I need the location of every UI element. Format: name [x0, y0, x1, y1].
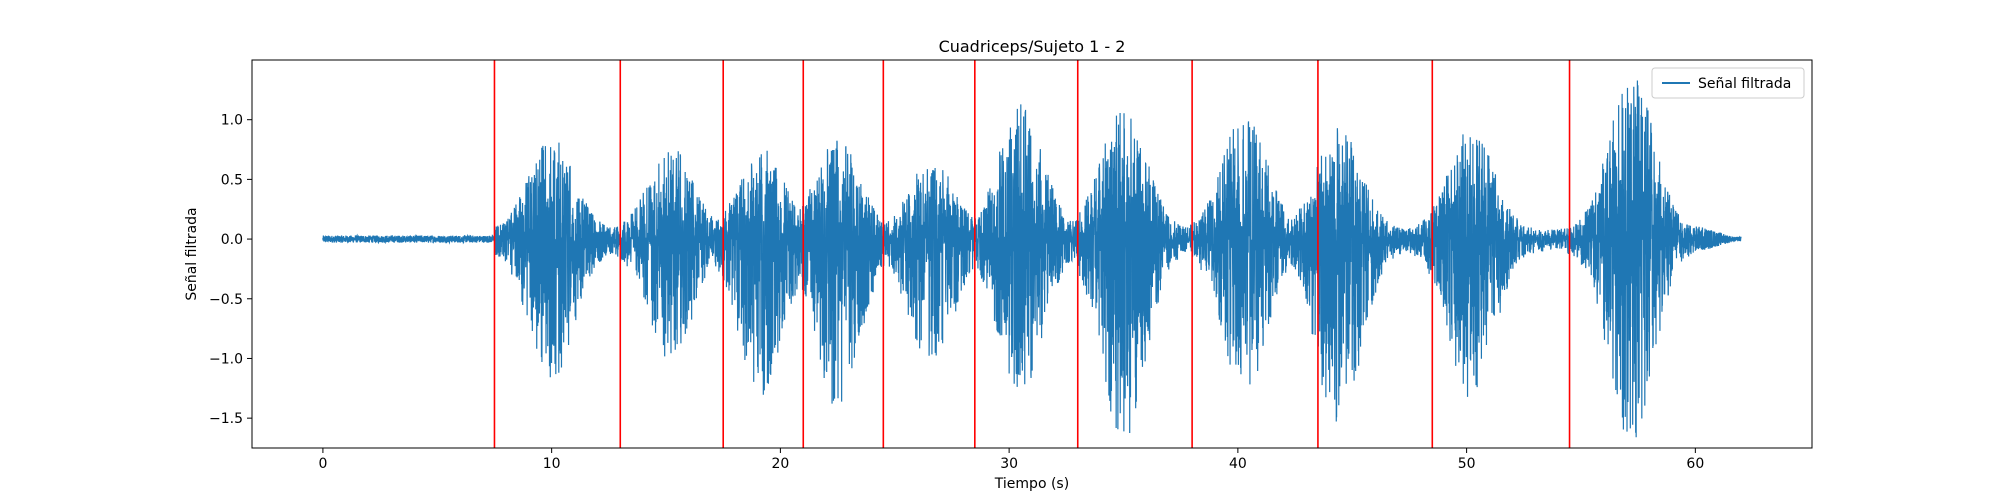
y-axis-ticks: −1.5 −1.0 −0.5 0.0 0.5 1.0 — [209, 113, 252, 427]
x-tick-label: 40 — [1229, 456, 1247, 472]
x-tick-label: 0 — [318, 456, 327, 472]
y-tick-label: −0.5 — [209, 292, 243, 308]
signal-line — [322, 80, 1742, 438]
legend-box — [1651, 67, 1805, 99]
x-tick-label: 30 — [1000, 456, 1018, 472]
x-axis-ticks: 0 10 20 30 40 50 60 — [318, 448, 1704, 472]
x-tick-label: 50 — [1458, 456, 1476, 472]
y-tick-label: −1.0 — [209, 351, 243, 367]
y-tick-label: 1.0 — [221, 113, 243, 129]
x-tick-label: 10 — [543, 456, 561, 472]
y-tick-label: −1.5 — [209, 411, 243, 427]
y-axis-label: Señal filtrada — [184, 207, 200, 300]
legend-label: Señal filtrada — [1698, 76, 1791, 92]
axes-frame — [251, 59, 1813, 449]
x-tick-label: 60 — [1686, 456, 1704, 472]
signal-series — [322, 80, 1742, 438]
y-tick-label: 0.0 — [221, 232, 243, 248]
y-tick-label: 0.5 — [221, 172, 243, 188]
plot-area — [251, 59, 1813, 449]
legend: Señal filtrada — [1651, 67, 1805, 99]
x-tick-label: 20 — [771, 456, 789, 472]
chart-title: Cuadriceps/Sujeto 1 - 2 — [939, 37, 1126, 56]
segment-markers — [493, 60, 1571, 448]
x-axis-label: Tiempo (s) — [994, 476, 1069, 492]
